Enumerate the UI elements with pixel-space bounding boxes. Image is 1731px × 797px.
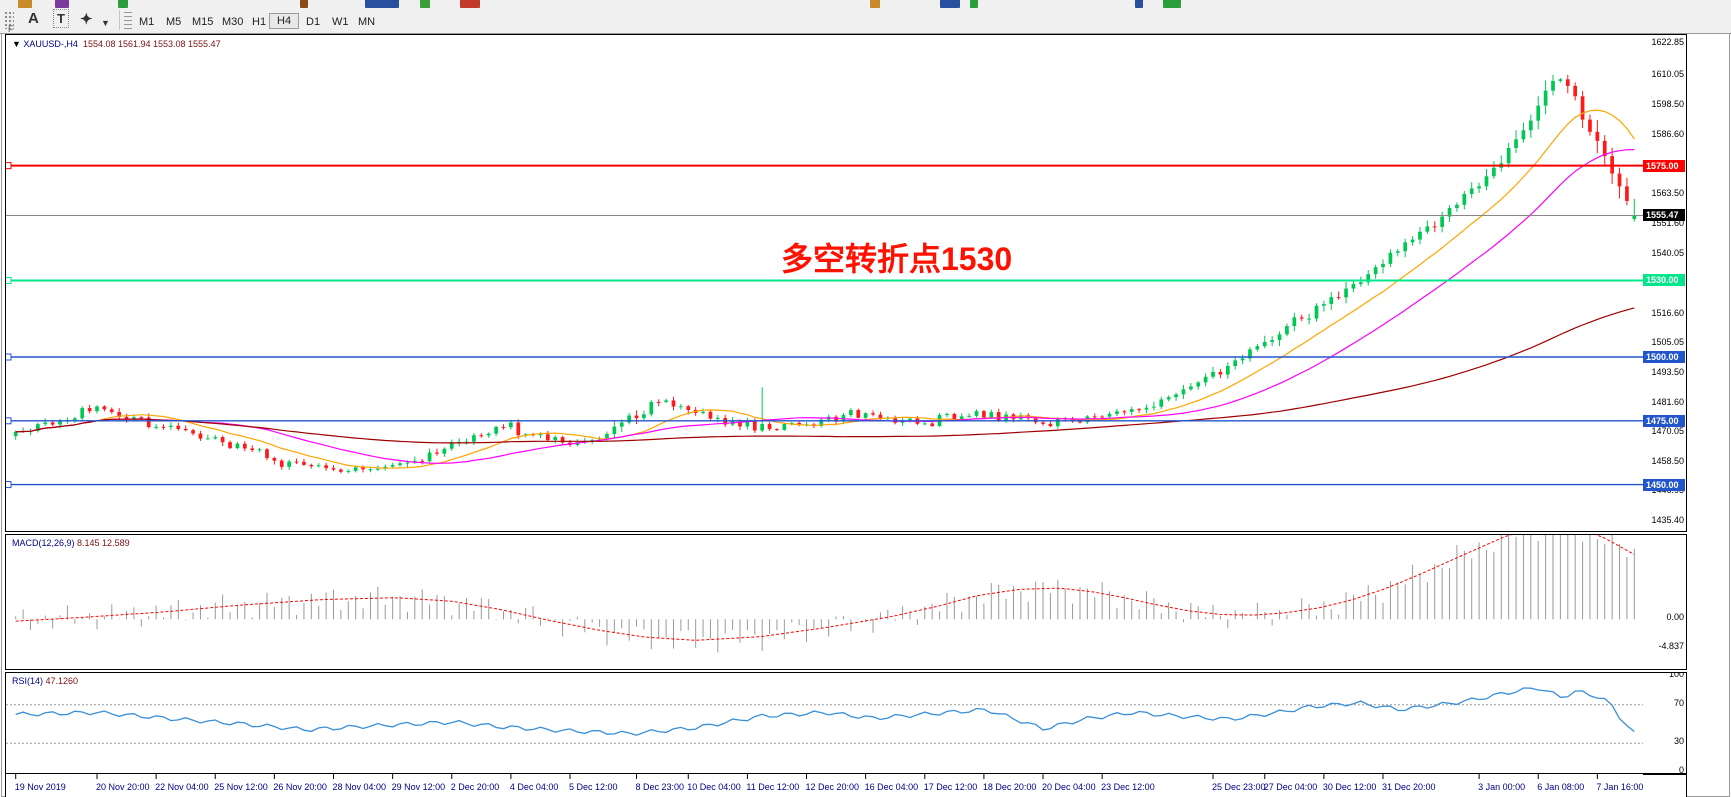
svg-text:23 Dec 12:00: 23 Dec 12:00 (1101, 782, 1155, 792)
svg-text:30 Dec 12:00: 30 Dec 12:00 (1323, 782, 1377, 792)
svg-text:20 Nov 20:00: 20 Nov 20:00 (96, 782, 150, 792)
svg-text:25 Dec 23:00: 25 Dec 23:00 (1212, 782, 1266, 792)
svg-text:10 Dec 04:00: 10 Dec 04:00 (687, 782, 741, 792)
svg-text:7 Jan 16:00: 7 Jan 16:00 (1596, 782, 1643, 792)
svg-text:28 Nov 04:00: 28 Nov 04:00 (333, 782, 387, 792)
svg-text:2 Dec 20:00: 2 Dec 20:00 (451, 782, 500, 792)
svg-text:19 Nov 2019: 19 Nov 2019 (15, 782, 66, 792)
svg-text:6 Jan 08:00: 6 Jan 08:00 (1537, 782, 1584, 792)
svg-text:17 Dec 12:00: 17 Dec 12:00 (924, 782, 978, 792)
svg-text:4 Dec 04:00: 4 Dec 04:00 (510, 782, 559, 792)
svg-text:22 Nov 04:00: 22 Nov 04:00 (155, 782, 209, 792)
svg-text:3 Jan 00:00: 3 Jan 00:00 (1478, 782, 1525, 792)
svg-text:26 Nov 20:00: 26 Nov 20:00 (273, 782, 327, 792)
svg-text:31 Dec 20:00: 31 Dec 20:00 (1382, 782, 1436, 792)
svg-text:16 Dec 04:00: 16 Dec 04:00 (865, 782, 919, 792)
svg-text:29 Nov 12:00: 29 Nov 12:00 (392, 782, 446, 792)
svg-text:12 Dec 20:00: 12 Dec 20:00 (806, 782, 860, 792)
svg-text:5 Dec 12:00: 5 Dec 12:00 (569, 782, 618, 792)
svg-text:18 Dec 20:00: 18 Dec 20:00 (983, 782, 1037, 792)
svg-text:25 Nov 12:00: 25 Nov 12:00 (214, 782, 268, 792)
svg-text:27 Dec 04:00: 27 Dec 04:00 (1264, 782, 1318, 792)
svg-text:11 Dec 12:00: 11 Dec 12:00 (746, 782, 799, 792)
svg-text:20 Dec 04:00: 20 Dec 04:00 (1042, 782, 1096, 792)
svg-text:8 Dec 23:00: 8 Dec 23:00 (636, 782, 685, 792)
